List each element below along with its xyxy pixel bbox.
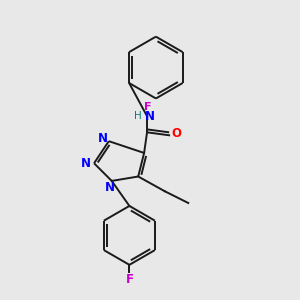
Text: F: F [144,102,152,112]
Text: N: N [98,132,108,145]
Text: H: H [134,111,142,121]
Text: N: N [81,157,91,170]
Text: N: N [144,110,154,123]
Text: O: O [172,127,182,140]
Text: N: N [105,181,115,194]
Text: F: F [125,273,134,286]
